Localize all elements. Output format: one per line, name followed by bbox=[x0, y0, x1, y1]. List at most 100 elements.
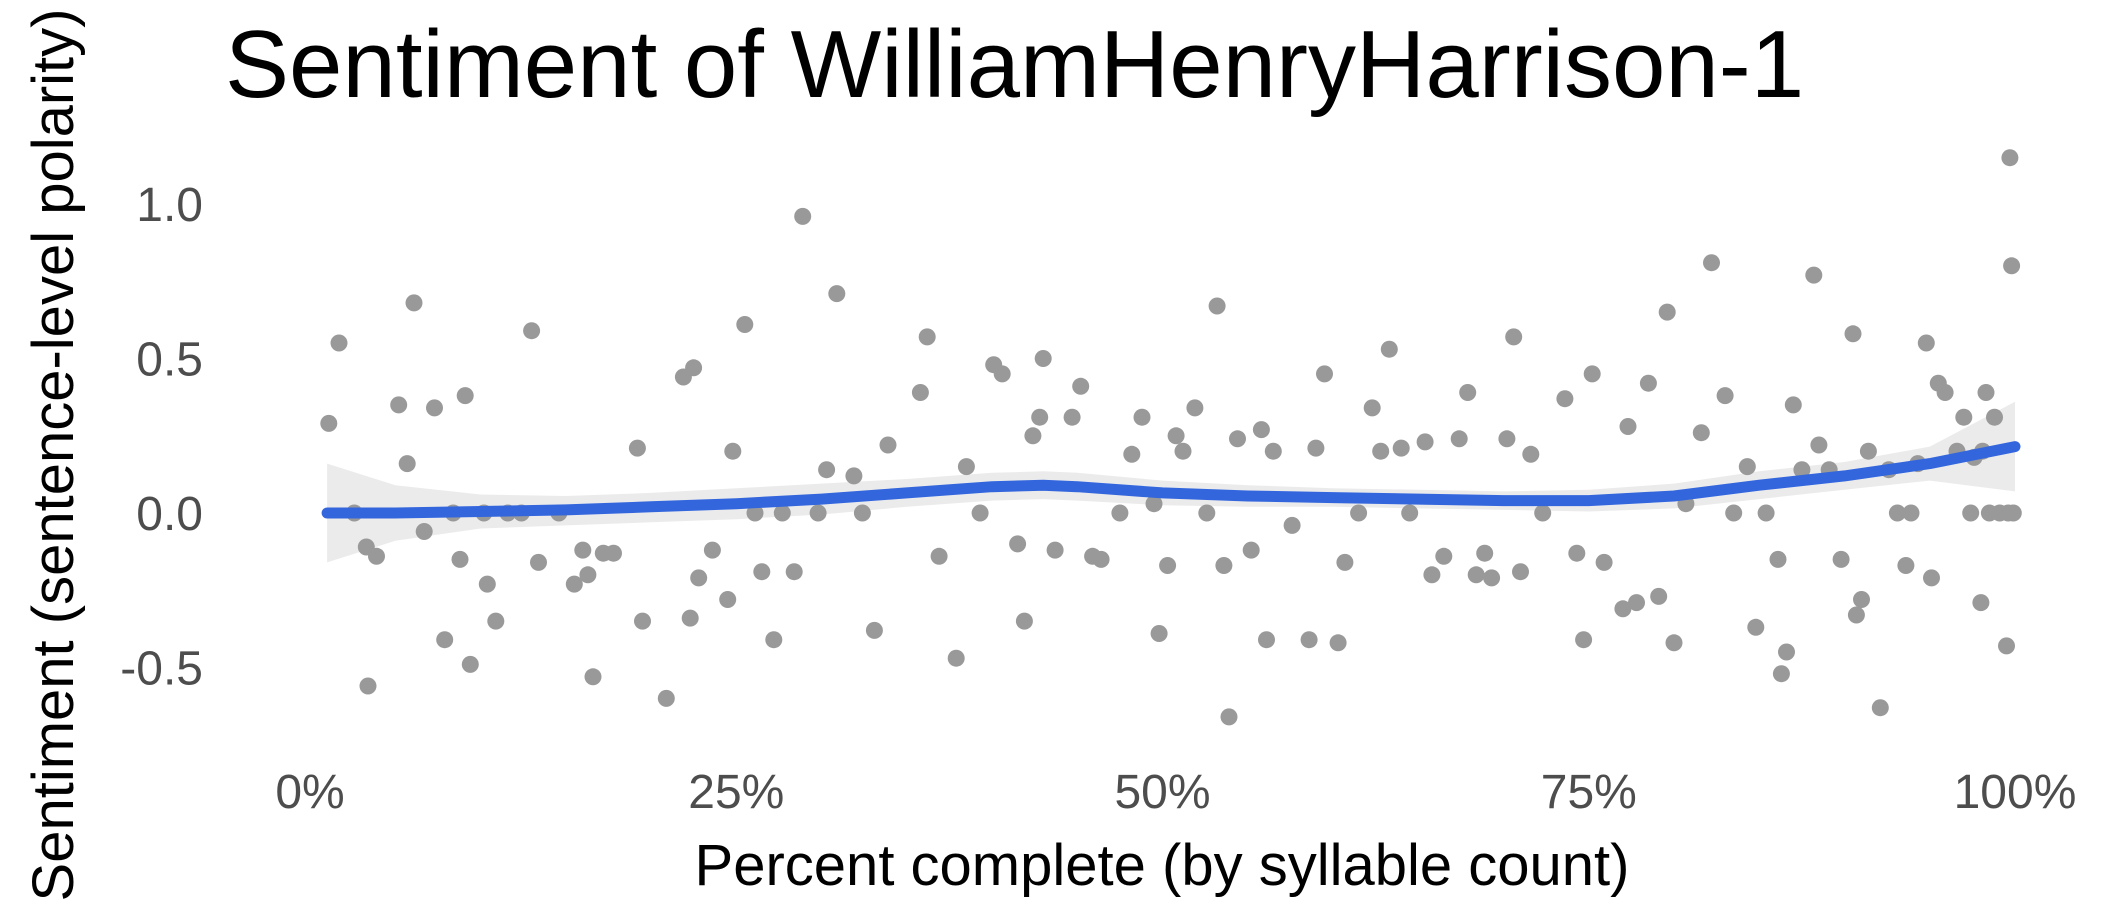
data-point bbox=[1725, 504, 1743, 522]
data-point bbox=[1897, 557, 1915, 574]
data-point bbox=[746, 504, 764, 522]
data-point bbox=[719, 591, 737, 608]
data-point bbox=[1046, 541, 1064, 559]
data-point bbox=[1186, 399, 1204, 417]
data-point bbox=[818, 461, 836, 479]
data-point bbox=[1505, 328, 1523, 346]
data-point bbox=[1111, 504, 1129, 522]
data-point bbox=[1639, 374, 1657, 392]
data-point bbox=[1972, 594, 1990, 612]
data-point bbox=[1423, 566, 1441, 584]
data-point bbox=[1145, 495, 1163, 513]
data-point bbox=[579, 566, 597, 584]
data-point bbox=[911, 384, 929, 401]
confidence-band bbox=[327, 401, 2016, 563]
data-point bbox=[1498, 430, 1516, 448]
data-point bbox=[1072, 377, 1090, 395]
points-layer bbox=[320, 149, 2022, 726]
data-point bbox=[1063, 408, 1081, 426]
data-point bbox=[736, 316, 754, 333]
data-point bbox=[1512, 563, 1529, 581]
data-point bbox=[1329, 634, 1347, 652]
data-point bbox=[1757, 504, 1775, 522]
data-point bbox=[845, 467, 863, 485]
data-point bbox=[1229, 430, 1246, 448]
data-point bbox=[451, 550, 469, 568]
chart-title: Sentiment of WilliamHenryHarrison-1 bbox=[225, 11, 1804, 118]
data-point bbox=[993, 365, 1011, 383]
data-point bbox=[1703, 254, 1720, 272]
x-tick-label: 75% bbox=[1541, 766, 1637, 819]
data-point bbox=[918, 328, 936, 346]
data-point bbox=[574, 541, 592, 559]
y-tick-label: 1.0 bbox=[136, 179, 203, 232]
data-point bbox=[2004, 504, 2022, 522]
data-point bbox=[1853, 591, 1870, 608]
data-point bbox=[853, 504, 871, 522]
data-point bbox=[1575, 631, 1593, 649]
data-point bbox=[1772, 665, 1790, 683]
data-point bbox=[523, 322, 541, 340]
data-point bbox=[1092, 550, 1110, 568]
data-point bbox=[415, 523, 433, 540]
data-point bbox=[1459, 384, 1477, 401]
data-point bbox=[1300, 631, 1318, 649]
data-point bbox=[1923, 569, 1940, 587]
smooth-line bbox=[321, 441, 2021, 519]
data-point bbox=[605, 544, 622, 562]
data-point bbox=[773, 504, 791, 522]
data-point bbox=[1467, 566, 1485, 584]
smooth-line-layer bbox=[321, 441, 2021, 519]
x-tick-labels: 0% 25% 50% 75% 100% bbox=[275, 766, 2076, 819]
data-point bbox=[1986, 408, 2003, 426]
data-point bbox=[1902, 504, 1920, 522]
data-point bbox=[1264, 442, 1282, 460]
data-point bbox=[405, 294, 423, 312]
data-point bbox=[1416, 433, 1434, 451]
data-point bbox=[1692, 424, 1710, 442]
x-tick-label: 50% bbox=[1114, 766, 1210, 819]
data-point bbox=[1024, 427, 1042, 445]
data-point bbox=[1962, 504, 1980, 522]
data-point bbox=[865, 621, 883, 639]
data-point bbox=[478, 575, 496, 593]
data-point bbox=[1380, 340, 1398, 358]
data-point bbox=[1793, 461, 1811, 479]
data-point bbox=[753, 563, 771, 581]
data-point bbox=[1350, 504, 1368, 522]
data-point bbox=[1150, 625, 1168, 642]
data-point bbox=[1936, 384, 1954, 401]
data-point bbox=[1810, 436, 1828, 454]
data-point bbox=[1363, 399, 1381, 417]
data-point bbox=[1784, 396, 1802, 414]
data-point bbox=[1844, 325, 1862, 343]
data-point bbox=[1888, 504, 1906, 522]
data-point bbox=[1034, 350, 1052, 367]
data-point bbox=[1316, 365, 1333, 383]
data-point bbox=[1650, 587, 1668, 605]
data-point bbox=[681, 609, 699, 627]
y-tick-labels: -0.5 0.0 0.5 1.0 bbox=[120, 179, 203, 696]
y-axis-title: Sentiment (sentence-level polarity) bbox=[21, 9, 86, 902]
data-point bbox=[1220, 708, 1238, 726]
y-tick-label: 0.5 bbox=[136, 334, 203, 387]
data-point bbox=[1595, 553, 1613, 571]
data-point bbox=[1435, 547, 1453, 565]
data-point bbox=[1009, 535, 1027, 553]
data-point bbox=[1307, 439, 1325, 457]
confidence-band-layer bbox=[327, 401, 2016, 563]
data-point bbox=[565, 575, 583, 593]
x-axis-title: Percent complete (by syllable count) bbox=[695, 833, 1630, 898]
data-point bbox=[809, 504, 827, 522]
data-point bbox=[957, 458, 975, 476]
data-point bbox=[1283, 516, 1301, 534]
data-point bbox=[1123, 445, 1141, 463]
data-point bbox=[879, 436, 897, 454]
data-point bbox=[1619, 418, 1637, 435]
data-point bbox=[530, 553, 547, 571]
data-point bbox=[1568, 544, 1586, 562]
data-point bbox=[1871, 699, 1889, 717]
data-point bbox=[1242, 541, 1260, 559]
data-point bbox=[828, 285, 846, 303]
data-point bbox=[690, 569, 708, 587]
